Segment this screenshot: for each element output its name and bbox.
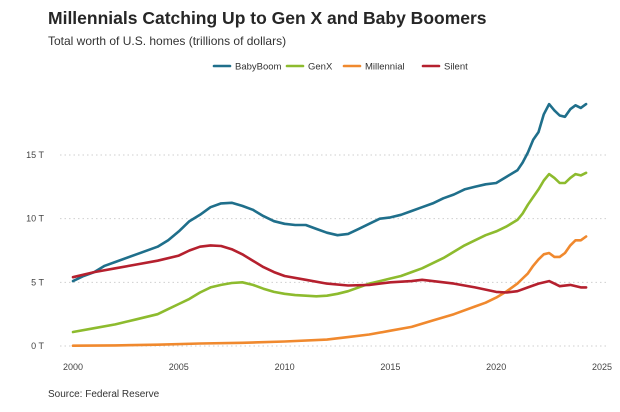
series-lines <box>71 102 588 347</box>
legend-item-silent: Silent <box>421 62 468 73</box>
series-line-millennial <box>71 235 588 347</box>
chart-title: Millennials Catching Up to Gen X and Bab… <box>48 8 487 28</box>
chart-subtitle: Total worth of U.S. homes (trillions of … <box>48 34 287 48</box>
x-tick-label: 2000 <box>63 362 83 372</box>
legend-label: GenX <box>308 62 333 73</box>
chart-source: Source: Federal Reserve <box>48 389 160 400</box>
legend-item-babyboom: BabyBoom <box>212 62 282 73</box>
legend-label: BabyBoom <box>235 62 282 73</box>
y-tick-label: 0 T <box>31 341 44 351</box>
legend-label: Silent <box>444 62 468 73</box>
legend-label: Millennial <box>365 62 405 73</box>
x-tick-label: 2010 <box>275 362 295 372</box>
x-tick-label: 2025 <box>592 362 612 372</box>
legend-item-millennial: Millennial <box>342 62 405 73</box>
axis-ticks: 0 T 5 T 10 T 15 T 2000 2005 2010 2015 2020 2025 <box>26 150 612 372</box>
y-tick-label: 15 T <box>26 150 44 160</box>
x-tick-label: 2005 <box>169 362 189 372</box>
legend-item-genx: GenX <box>285 62 333 73</box>
series-line-genx <box>71 171 588 334</box>
series-line-silent <box>71 244 588 294</box>
x-tick-label: 2015 <box>380 362 400 372</box>
y-tick-label: 10 T <box>26 214 44 224</box>
series-line-babyboom <box>71 102 588 283</box>
legend: BabyBoom GenX Millennial Silent <box>212 62 468 73</box>
x-tick-label: 2020 <box>486 362 506 372</box>
y-tick-label: 5 T <box>31 277 44 287</box>
